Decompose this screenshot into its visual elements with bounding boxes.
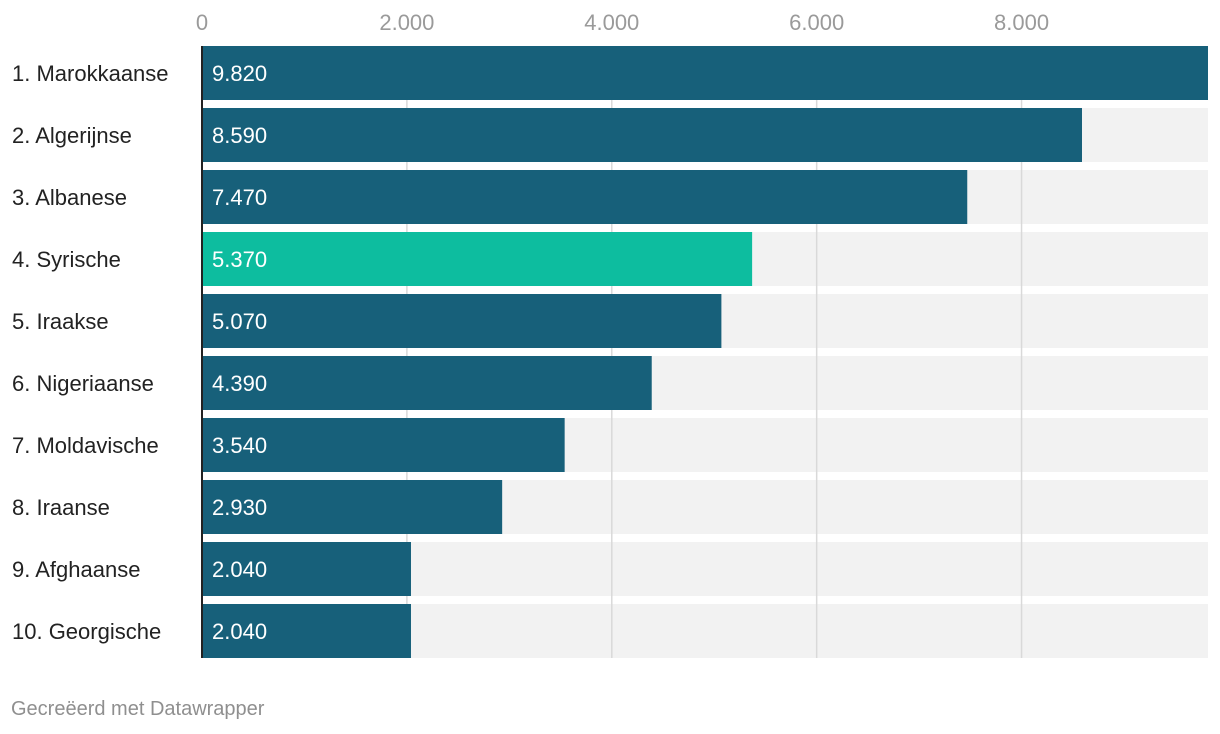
category-label: 10. Georgische [12,619,161,644]
category-label: 1. Marokkaanse [12,61,169,86]
bar-value-label: 2.040 [212,557,267,582]
category-label: 8. Iraanse [12,495,110,520]
bars [202,46,1208,658]
x-tick-label: 4.000 [584,10,639,35]
category-label: 7. Moldavische [12,433,159,458]
bar [202,356,652,410]
category-label: 5. Iraakse [12,309,109,334]
x-tick-label: 6.000 [789,10,844,35]
bar-value-label: 2.040 [212,619,267,644]
bar-value-label: 3.540 [212,433,267,458]
credit-text: Gecreëerd met Datawrapper [11,698,265,720]
bar-value-label: 4.390 [212,371,267,396]
bar [202,418,565,472]
category-label: 6. Nigeriaanse [12,371,154,396]
bar-value-label: 7.470 [212,185,267,210]
bar [202,232,753,286]
x-axis-ticks: 0 2.000 4.000 6.000 8.000 [196,10,1049,35]
bar [202,542,411,596]
category-labels: 1. Marokkaanse 2. Algerijnse 3. Albanese 4.… [12,61,169,644]
category-label: 2. Algerijnse [12,123,132,148]
bar [202,604,411,658]
bar [202,480,503,534]
x-tick-label: 2.000 [379,10,434,35]
value-labels: 9.820 8.590 7.470 5.370 5.070 4.390 3.540 2.930… [212,61,267,644]
bar-value-label: 5.370 [212,247,267,272]
x-tick-label: 8.000 [994,10,1049,35]
bar-value-label: 2.930 [212,495,267,520]
bar [202,46,1208,100]
x-tick-label: 0 [196,10,208,35]
category-label: 9. Afghaanse [12,557,140,582]
bar-value-label: 8.590 [212,123,267,148]
bar [202,170,968,224]
category-label: 4. Syrische [12,247,121,272]
bar [202,108,1082,162]
category-label: 3. Albanese [12,185,127,210]
bar [202,294,722,348]
bar-value-label: 5.070 [212,309,267,334]
bar-value-label: 9.820 [212,61,267,86]
